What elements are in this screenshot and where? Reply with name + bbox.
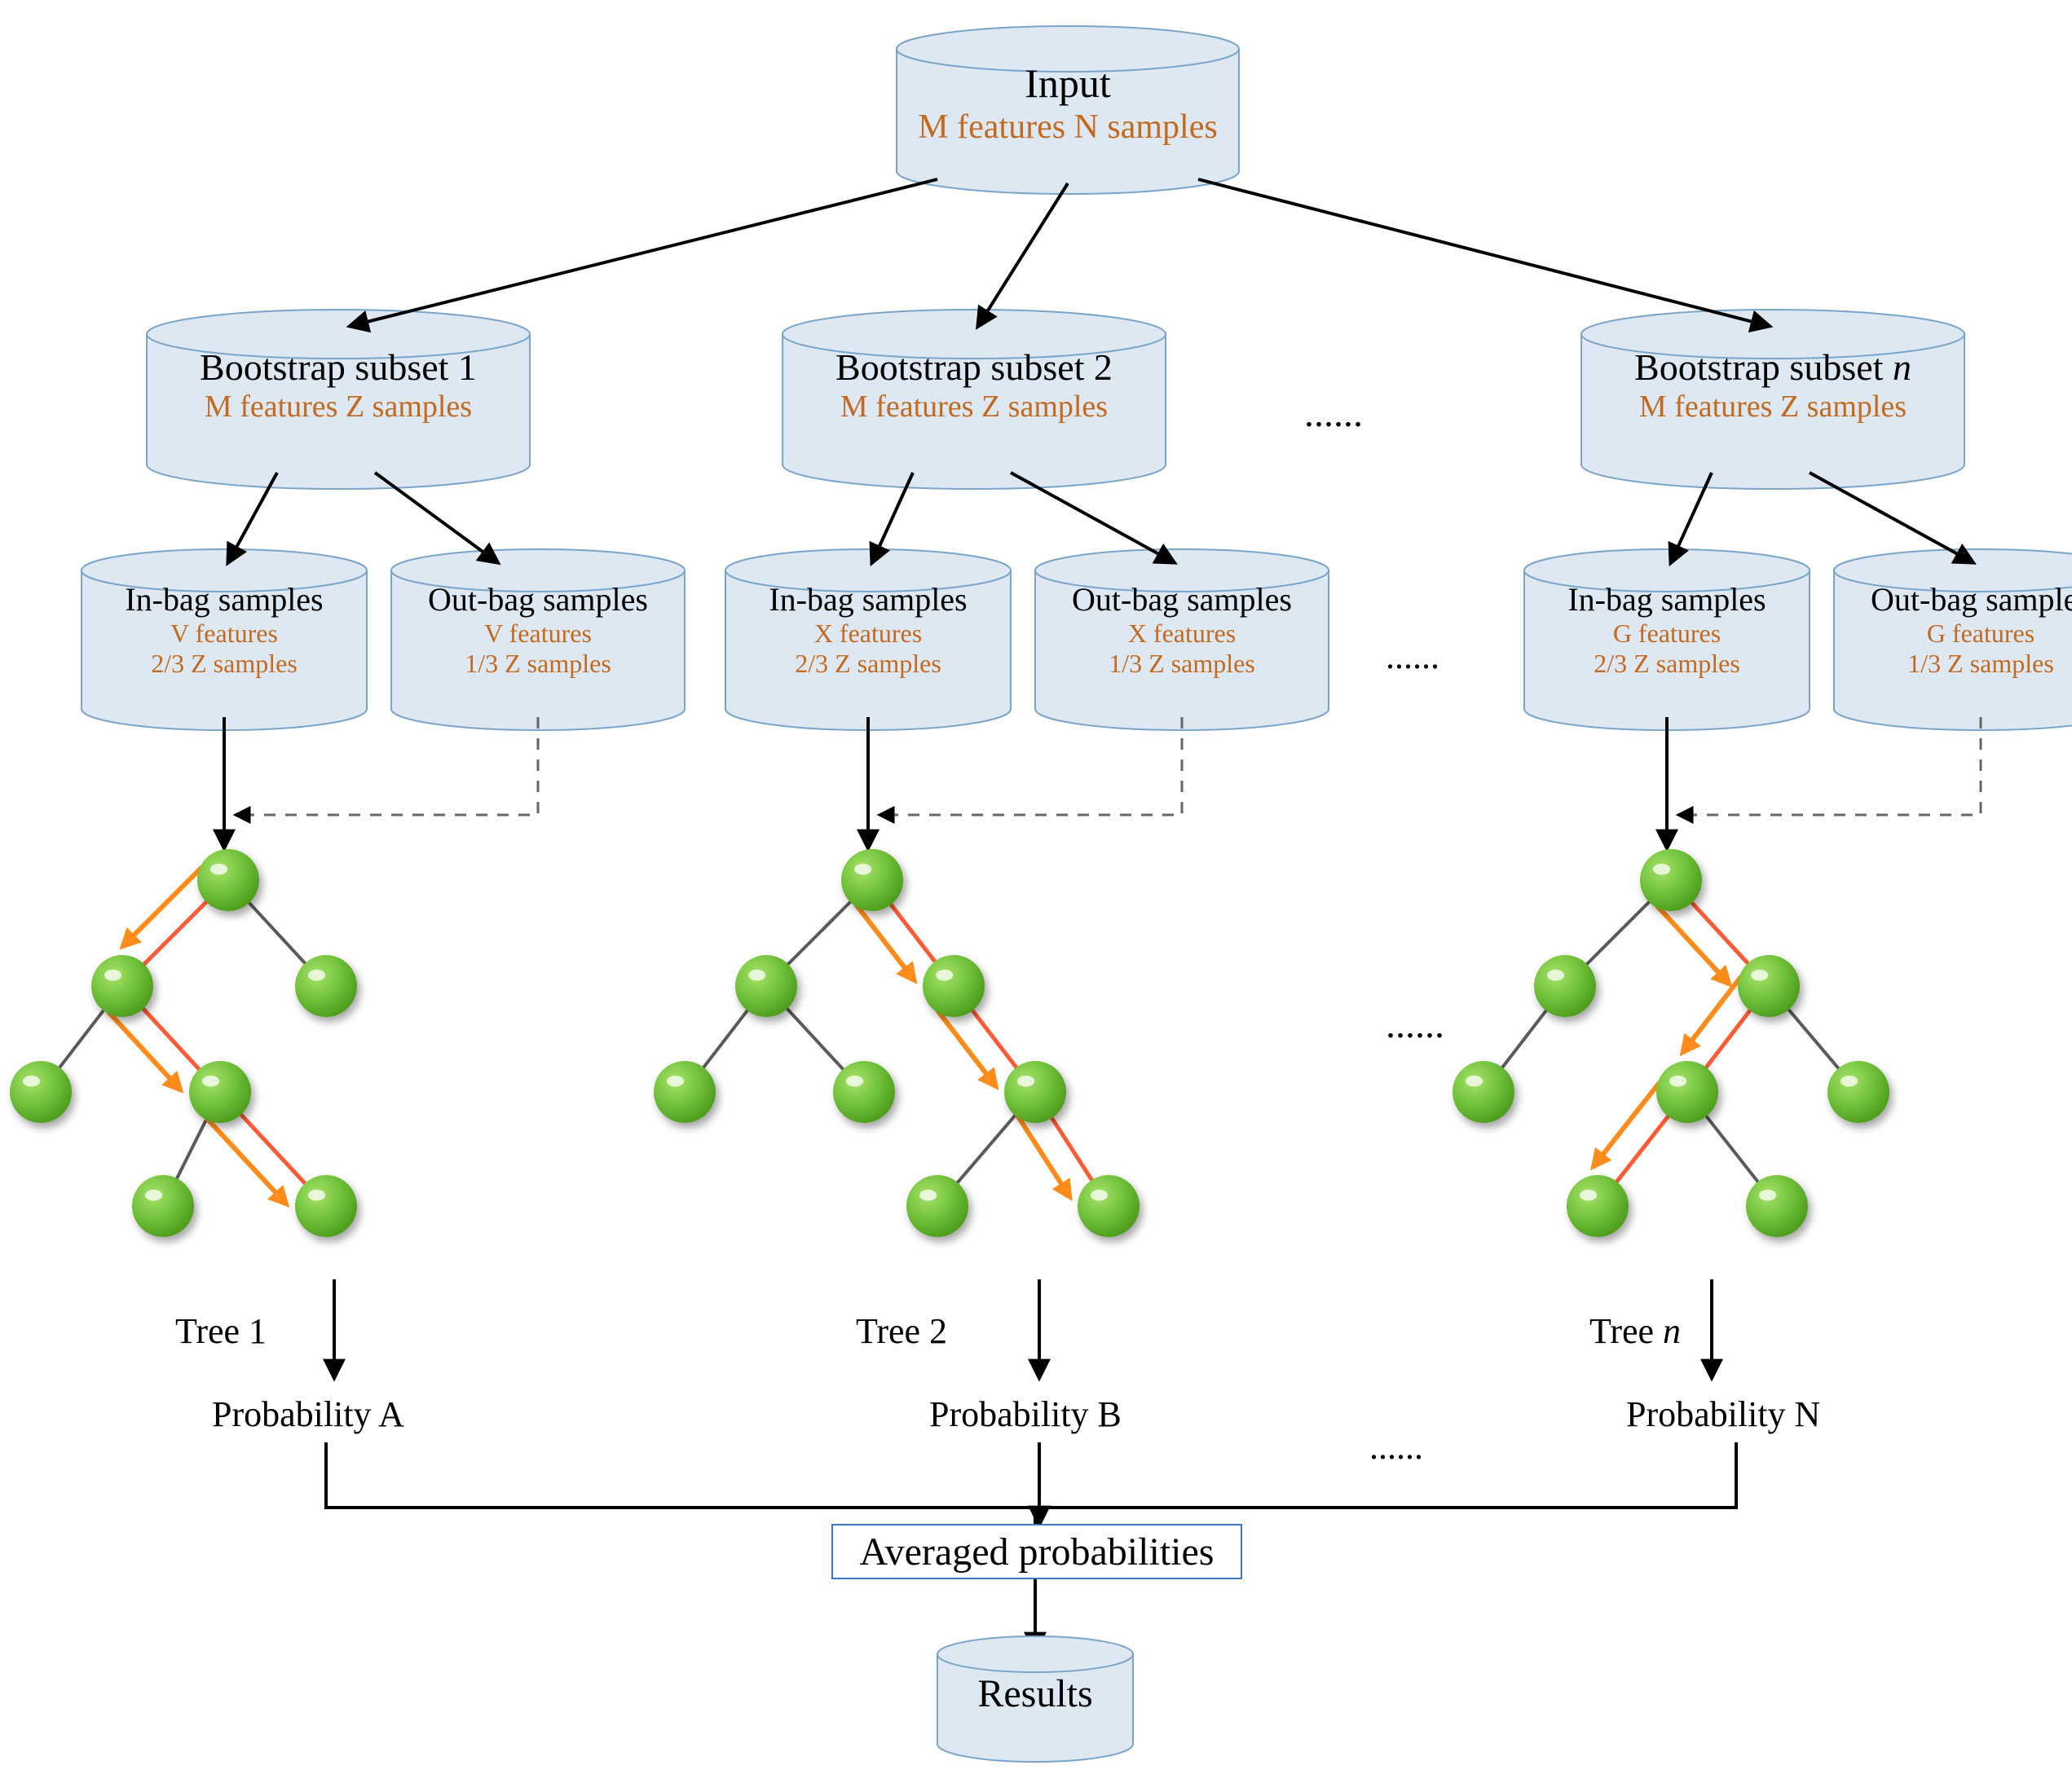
tree2-node-2: [1738, 955, 1800, 1017]
tree1-orange-arrow-0-2: [856, 905, 915, 981]
tree1-edge-5-6: [950, 1106, 1023, 1191]
tree0-edge-0-2: [240, 894, 313, 972]
tree1-node-2: [923, 955, 985, 1017]
arrow-8: [1810, 473, 1973, 562]
tree2-edge-4-7: [1699, 1107, 1766, 1191]
tree0-node-4: [189, 1061, 251, 1123]
tree1-edge-5-7: [1045, 1107, 1098, 1191]
tree0-orange-arrow-1-4: [108, 1011, 181, 1090]
tree2-edge-2-4: [1699, 1001, 1757, 1077]
tree2-orange-arrow-4-6: [1593, 1082, 1660, 1167]
tree1-node-5: [1004, 1061, 1066, 1123]
tree0-edge-0-1: [135, 893, 215, 973]
tree0-node-1: [91, 955, 153, 1017]
tree1-orange-arrow-5-7: [1017, 1115, 1070, 1198]
tree2-node-7: [1746, 1175, 1808, 1237]
tree2-edge-0-1: [1578, 893, 1658, 973]
tree0-node-3: [10, 1061, 72, 1123]
tree0-node-2: [295, 955, 357, 1017]
dashed-path-0: [236, 717, 538, 815]
tree1-edge-1-3: [696, 1001, 755, 1077]
dashed-path-2: [1679, 717, 1981, 815]
tree1-node-3: [654, 1061, 716, 1123]
tree2-node-3: [1453, 1061, 1514, 1123]
tree1-edge-0-1: [779, 893, 859, 973]
tree1-edge-2-5: [965, 1001, 1024, 1077]
tree2-edge-0-2: [1683, 894, 1756, 972]
arrow-2: [1198, 179, 1769, 326]
tree2-node-6: [1567, 1175, 1629, 1237]
tree1-node-4: [833, 1061, 895, 1123]
tree1-node-6: [906, 1175, 968, 1237]
tree2-node-1: [1534, 955, 1596, 1017]
tree0-edge-4-6: [233, 1106, 314, 1193]
tree1-node-0: [841, 849, 903, 911]
diagram-stage: InputM features N samplesBootstrap subse…: [0, 0, 2072, 1783]
arrow-6: [1011, 473, 1174, 562]
tree0-node-5: [132, 1175, 194, 1237]
diagram-svg: [0, 0, 2072, 1783]
tree2-edge-4-6: [1609, 1107, 1676, 1191]
dashed-path-1: [880, 717, 1182, 815]
tree2-edge-2-5: [1781, 1000, 1847, 1077]
tree2-node-5: [1827, 1061, 1889, 1123]
arrow-0: [350, 179, 937, 326]
tree0-orange-arrow-0-1: [122, 867, 202, 947]
tree2-node-4: [1656, 1061, 1718, 1123]
tree2-node-0: [1640, 849, 1702, 911]
arrow-1: [978, 183, 1068, 326]
tree2-orange-arrow-2-4: [1682, 976, 1741, 1053]
tree0-node-6: [295, 1175, 357, 1237]
tree1-node-1: [735, 955, 797, 1017]
tree0-node-0: [197, 849, 259, 911]
tree1-edge-0-2: [884, 895, 942, 971]
tree0-edge-1-4: [134, 1000, 207, 1078]
tree1-edge-1-4: [778, 1000, 851, 1078]
tree0-edge-1-3: [52, 1001, 111, 1077]
tree1-orange-arrow-2-5: [937, 1010, 996, 1087]
tree0-orange-arrow-4-6: [206, 1117, 287, 1204]
tree1-node-7: [1078, 1175, 1140, 1237]
tree2-orange-arrow-0-2: [1657, 905, 1730, 984]
tree2-edge-1-3: [1495, 1001, 1554, 1077]
